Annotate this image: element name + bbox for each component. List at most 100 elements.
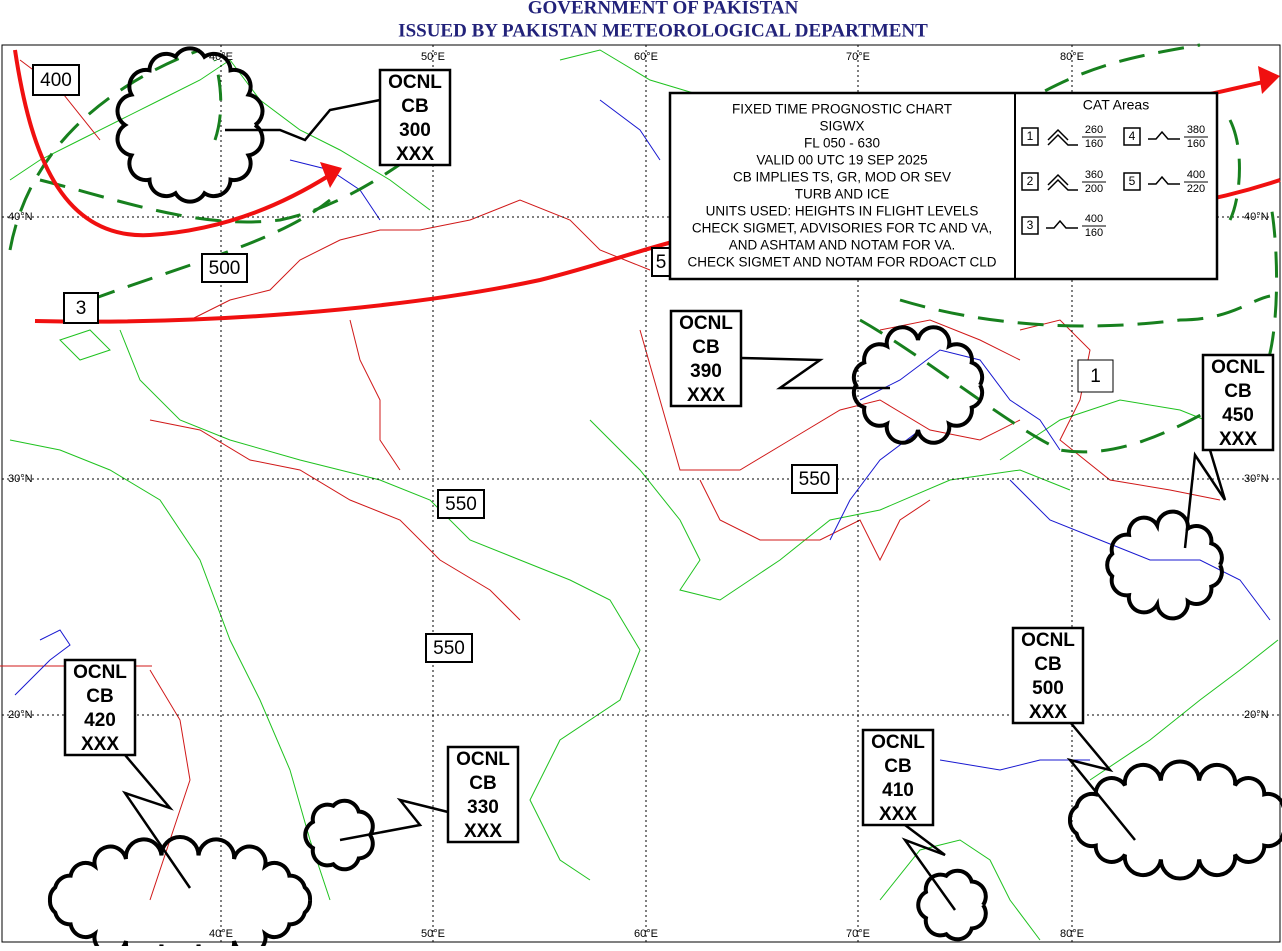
cb-text: XXX [81,734,119,755]
cat-bottom: 160 [1085,138,1103,150]
cb-text: OCNL [679,313,733,334]
label: 550 [433,638,465,659]
info-line: CB IMPLIES TS, GR, MOD OR SEV [733,170,951,185]
label: 3 [76,298,87,319]
cat-legend: CAT Areas 1 260 160 2 360 200 3 400 160 4 380 160 5 40… [1021,97,1208,239]
label: 550 [445,494,477,515]
info-line: UNITS USED: HEIGHTS IN FLIGHT LEVELS [706,204,979,219]
info-text: FIXED TIME PROGNOSTIC CHART SIGWX FL 050 -… [687,102,996,270]
cb-text: 450 [1222,405,1254,426]
cb-text: XXX [687,385,725,406]
label: 400 [40,70,72,91]
cb-text: XXX [879,804,917,825]
cb-text: CB [469,773,496,794]
latitude-label: 30°N [8,473,33,485]
latitude-label: 40°N [1244,211,1269,223]
cb-text: CB [884,756,911,777]
cb-box [1011,626,1085,725]
cb-cloud [916,868,988,942]
jet-stream [34,238,681,324]
cat-bottom: 160 [1187,138,1205,150]
longitude-label: 50°E [421,928,445,940]
cb-text: XXX [464,821,502,842]
jet-arrow [320,162,342,188]
label-box [437,489,485,519]
header-title: GOVERNMENT OF PAKISTAN [528,0,799,18]
cat-symbol [1148,130,1180,140]
cb-text: 300 [399,120,431,141]
jet-arrow [1258,66,1280,94]
cat-id: 4 [1129,129,1136,143]
cb-box [861,728,935,827]
cb-cloud [1068,759,1282,881]
cat-top: 260 [1085,124,1103,136]
cat-id-box [1123,127,1141,146]
latitude-label: 20°N [8,709,33,721]
turbulence-boundary [1228,119,1241,221]
cat-symbol [1047,173,1078,191]
info-line: SIGWX [819,119,864,134]
map-frame [1,44,1281,943]
info-line: AND ASHTAM AND NOTAM FOR VA. [729,238,956,253]
longitude-label: 80°E [1060,928,1084,940]
turbulence-boundary [1009,43,1201,112]
cb-box [1201,353,1275,452]
longitude-label: 40°E [209,928,233,940]
cat-id: 3 [1027,218,1034,232]
cat-top: 400 [1085,213,1103,225]
latitude-label: 20°N [1244,709,1269,721]
info-line: FL 050 - 630 [804,136,880,151]
cat-top: 360 [1085,169,1103,181]
cb-connector [1183,449,1227,549]
cb-cloud [851,325,985,445]
cb-text: 420 [84,710,116,731]
longitude-label: 70°E [846,51,870,63]
cat-id-box [1021,216,1039,235]
cat-title: CAT Areas [1083,97,1149,113]
turbulence-boundary [213,59,223,141]
label-box [201,253,248,283]
longitude-label: 70°E [846,928,870,940]
cb-areas: OCNL CB 300 XXX OCNL CB 390 XXX OCNL CB 450 XXX OCNL… [63,68,1275,911]
cb-cloud [47,835,313,951]
cb-text: CB [1034,654,1061,675]
cb-text: 500 [1032,678,1064,699]
cb-box [446,745,520,844]
cb-text: 330 [467,797,499,818]
cb-text: OCNL [871,732,925,753]
cb-connector [339,797,449,842]
cat-id: 2 [1027,174,1034,188]
cat-id-box [1123,172,1141,191]
cat-top: 400 [1187,169,1205,181]
info-line: CHECK SIGMET AND NOTAM FOR RDOACT CLD [687,255,996,270]
cb-text: CB [1224,381,1251,402]
label-box [425,633,473,663]
cb-connector [121,754,192,889]
cb-connector [901,824,957,911]
cb-text: XXX [1029,702,1067,723]
cb-connector [225,98,381,142]
cb-connector [1066,721,1136,841]
cb-text: CB [692,337,719,358]
label-box [63,292,99,324]
cat-symbol [1046,219,1078,229]
turbulence-boundary [859,199,1279,454]
cb-text: XXX [1219,429,1257,450]
turbulence-boundary [899,294,1271,328]
latitude-label: 40°N [8,211,33,223]
cb-box [669,309,743,408]
label: 5 [656,252,667,273]
cat-id-box [1021,172,1039,191]
turbulence-boundary [8,48,201,251]
cb-text: OCNL [388,72,442,93]
feature-labels: 400 500 3 550 550 550 1 5 [32,64,1114,663]
cb-box [378,68,452,167]
cat-bottom: 200 [1085,183,1103,195]
cat-id: 1 [1027,129,1034,143]
cb-text: XXX [396,144,434,165]
label-box [1077,359,1114,393]
latitude-label: 30°N [1244,473,1269,485]
info-line: VALID 00 UTC 19 SEP 2025 [756,153,927,168]
turbulence-boundary [89,198,331,302]
